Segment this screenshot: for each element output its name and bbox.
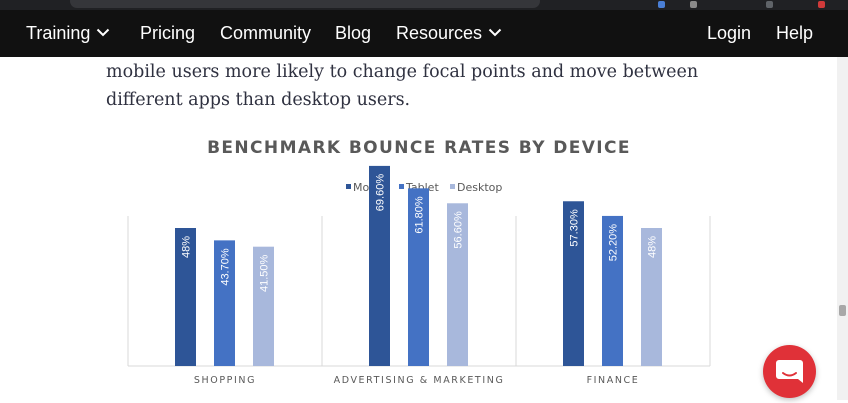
bar-value-label: 56.60%	[453, 211, 465, 249]
chart-title: BENCHMARK BOUNCE RATES BY DEVICE	[207, 138, 631, 158]
nav-item-label: Training	[26, 23, 91, 43]
site-navigation: Training Pricing Community Blog Resource…	[0, 10, 848, 57]
bar-value-label: 52.20%	[608, 224, 620, 262]
browser-top-bar	[0, 0, 848, 10]
article-line: different apps than desktop users.	[106, 90, 411, 110]
article-text: mobile users more likely to change focal…	[106, 58, 746, 114]
nav-item-resources[interactable]: Resources	[396, 10, 502, 57]
nav-item-label: Pricing	[140, 23, 196, 43]
article-line: mobile users more likely to change focal…	[106, 62, 699, 82]
legend-swatch	[399, 184, 404, 189]
nav-item-community[interactable]: Community	[220, 10, 311, 57]
legend-swatch	[346, 184, 351, 189]
nav-item-training[interactable]: Training	[26, 10, 110, 57]
nav-item-login[interactable]: Login	[707, 10, 751, 57]
bar-mobile	[563, 201, 584, 366]
nav-item-label: Login	[707, 23, 752, 43]
nav-item-pricing[interactable]: Pricing	[140, 10, 195, 57]
chat-launcher-button[interactable]	[763, 345, 816, 398]
extension-icon[interactable]	[766, 1, 773, 8]
chat-bubble-icon	[776, 360, 803, 383]
chevron-down-icon	[97, 29, 110, 37]
bar-desktop	[447, 203, 468, 366]
address-bar[interactable]	[70, 0, 540, 8]
scrollbar-track[interactable]	[837, 57, 848, 400]
nav-item-label: Blog	[335, 23, 372, 43]
bar-value-label: 57.30%	[569, 209, 581, 247]
extension-icon[interactable]	[690, 1, 697, 8]
bar-desktop	[253, 246, 274, 366]
bar-value-label: 69.60%	[375, 174, 387, 212]
legend-swatch	[450, 184, 455, 189]
nav-item-label: Community	[220, 23, 312, 43]
nav-item-label: Resources	[396, 23, 483, 43]
bar-value-label: 48%	[647, 236, 659, 258]
extension-icon[interactable]	[818, 1, 825, 8]
bar-value-label: 43.70%	[220, 248, 232, 286]
bar-value-label: 61.80%	[414, 196, 426, 234]
category-label: FINANCE	[587, 375, 640, 386]
bar-mobile	[369, 165, 390, 366]
bar-tablet	[214, 240, 235, 366]
extension-icon[interactable]	[658, 1, 665, 8]
bar-tablet	[408, 188, 429, 366]
bar-value-label: 48%	[181, 236, 193, 258]
nav-item-help[interactable]: Help	[776, 10, 813, 57]
legend-label: Desktop	[457, 181, 502, 194]
category-label: SHOPPING	[194, 375, 256, 386]
bar-value-label: 41.50%	[259, 254, 271, 292]
category-label: ADVERTISING & MARKETING	[334, 375, 505, 386]
nav-item-label: Help	[776, 23, 814, 43]
nav-item-blog[interactable]: Blog	[335, 10, 371, 57]
bar-desktop	[641, 228, 662, 366]
scrollbar-thumb[interactable]	[839, 305, 846, 316]
bar-tablet	[602, 215, 623, 366]
chevron-down-icon	[488, 29, 502, 37]
bar-mobile	[175, 228, 196, 366]
